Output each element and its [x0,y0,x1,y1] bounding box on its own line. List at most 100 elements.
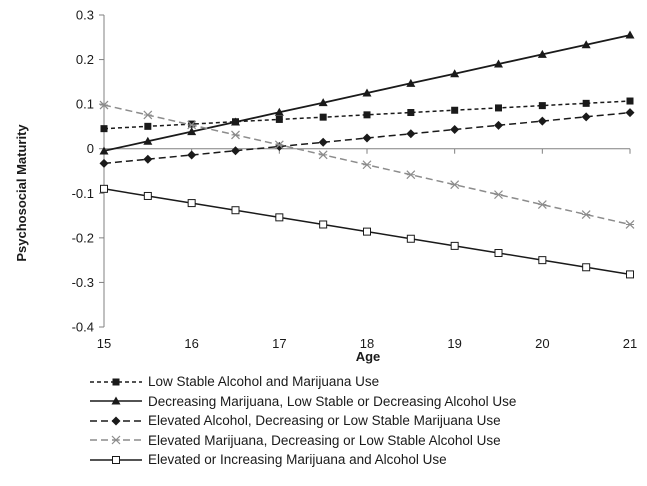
legend-swatch [90,378,142,386]
y-tick-label: -0.2 [72,230,94,245]
y-tick-label: 0.2 [76,52,94,67]
data-point [319,113,327,121]
data-point [406,170,416,180]
data-point [143,191,152,200]
legend-label: Decreasing Marijuana, Low Stable or Decr… [148,393,517,409]
series-2 [99,30,635,155]
legend-label: Elevated or Increasing Marijuana and Alc… [148,452,447,468]
x-tick-label: 16 [184,336,198,351]
x-axis: 15 16 17 18 19 20 21 [97,148,637,351]
data-point [362,160,372,170]
data-point [537,49,547,58]
legend-marker [112,455,120,464]
data-point [625,30,635,39]
data-point [187,199,196,208]
data-point [581,210,591,219]
data-point [406,234,415,243]
data-point [406,78,416,87]
y-tick-label: -0.1 [72,186,94,201]
legend-item: Low Stable Alcohol and Marijuana Use [88,372,516,392]
data-point [143,154,153,164]
data-point [318,98,328,107]
data-point [187,127,197,136]
data-point [231,117,240,126]
legend-marker [111,396,121,405]
data-point [450,125,460,135]
y-tick-label: 0.1 [76,97,94,112]
data-point [100,125,108,133]
data-point [275,213,284,222]
legend-label: Low Stable Alcohol and Marijuana Use [148,374,380,390]
data-point [494,59,503,68]
series-4 [99,100,635,229]
data-point [99,100,109,110]
data-point [99,158,109,168]
data-point [494,120,503,130]
data-point [581,40,591,49]
y-tick-label: -0.4 [72,320,94,335]
y-axis: 0.3 0.2 0.1 0 -0.1 -0.2 -0.3 -0.4 [72,8,105,335]
data-point [451,106,459,114]
legend-swatch [90,416,142,426]
data-point [407,109,415,117]
data-point [100,184,108,193]
x-tick-label: 21 [623,336,637,351]
x-tick-label: 15 [97,336,111,351]
data-point [538,256,547,265]
data-point [625,108,635,118]
y-tick-label: 0.3 [76,8,94,23]
data-point [537,116,547,126]
line-chart: 0.3 0.2 0.1 0 -0.1 -0.2 -0.3 -0.4 15 16 17 18 19 20 2… [14,8,637,365]
data-point [274,107,284,116]
data-point [275,115,283,123]
legend-label: Elevated Marijuana, Decreasing or Low St… [148,432,501,448]
x-tick-label: 18 [360,336,374,351]
data-point [450,180,460,190]
data-point [495,104,502,112]
legend-label: Elevated Alcohol, Decreasing or Low Stab… [148,413,501,429]
data-point [188,120,196,128]
legend-item: Elevated or Increasing Marijuana and Alc… [88,450,516,470]
data-point [231,146,240,156]
legend-marker [111,416,121,426]
series-5 [100,184,634,279]
data-point [143,110,153,120]
y-tick-label: -0.3 [72,275,94,290]
data-point [450,69,460,78]
legend-swatch [90,396,142,405]
data-point [318,137,328,147]
data-point [625,220,635,229]
legend-item: Decreasing Marijuana, Low Stable or Decr… [88,392,516,412]
data-point [581,112,591,122]
series-layer [99,30,635,279]
legend-swatch [90,435,142,445]
data-point [626,270,634,279]
legend-item: Elevated Alcohol, Decreasing or Low Stab… [88,411,516,431]
y-tick-label: 0 [87,141,94,156]
data-point [494,249,503,258]
data-point [406,129,416,139]
x-tick-label: 17 [272,336,286,351]
data-point [450,241,459,250]
data-point [626,97,634,105]
legend-marker [112,378,120,386]
data-point [582,99,590,107]
data-point [231,206,240,215]
data-point [318,150,328,160]
legend-marker [111,435,121,445]
data-point [363,111,371,119]
data-point [319,220,328,229]
data-point [99,146,109,155]
data-point [363,227,371,236]
x-tick-label: 20 [535,336,549,351]
data-point [143,136,153,145]
legend-swatch [90,455,142,464]
data-point [187,150,197,160]
legend-item: Elevated Marijuana, Decreasing or Low St… [88,431,516,451]
data-point [231,130,240,140]
data-point [362,88,372,97]
y-axis-title: Psychosocial Maturity [14,124,29,262]
data-point [582,263,591,272]
x-tick-label: 19 [447,336,461,351]
data-point [538,102,546,110]
